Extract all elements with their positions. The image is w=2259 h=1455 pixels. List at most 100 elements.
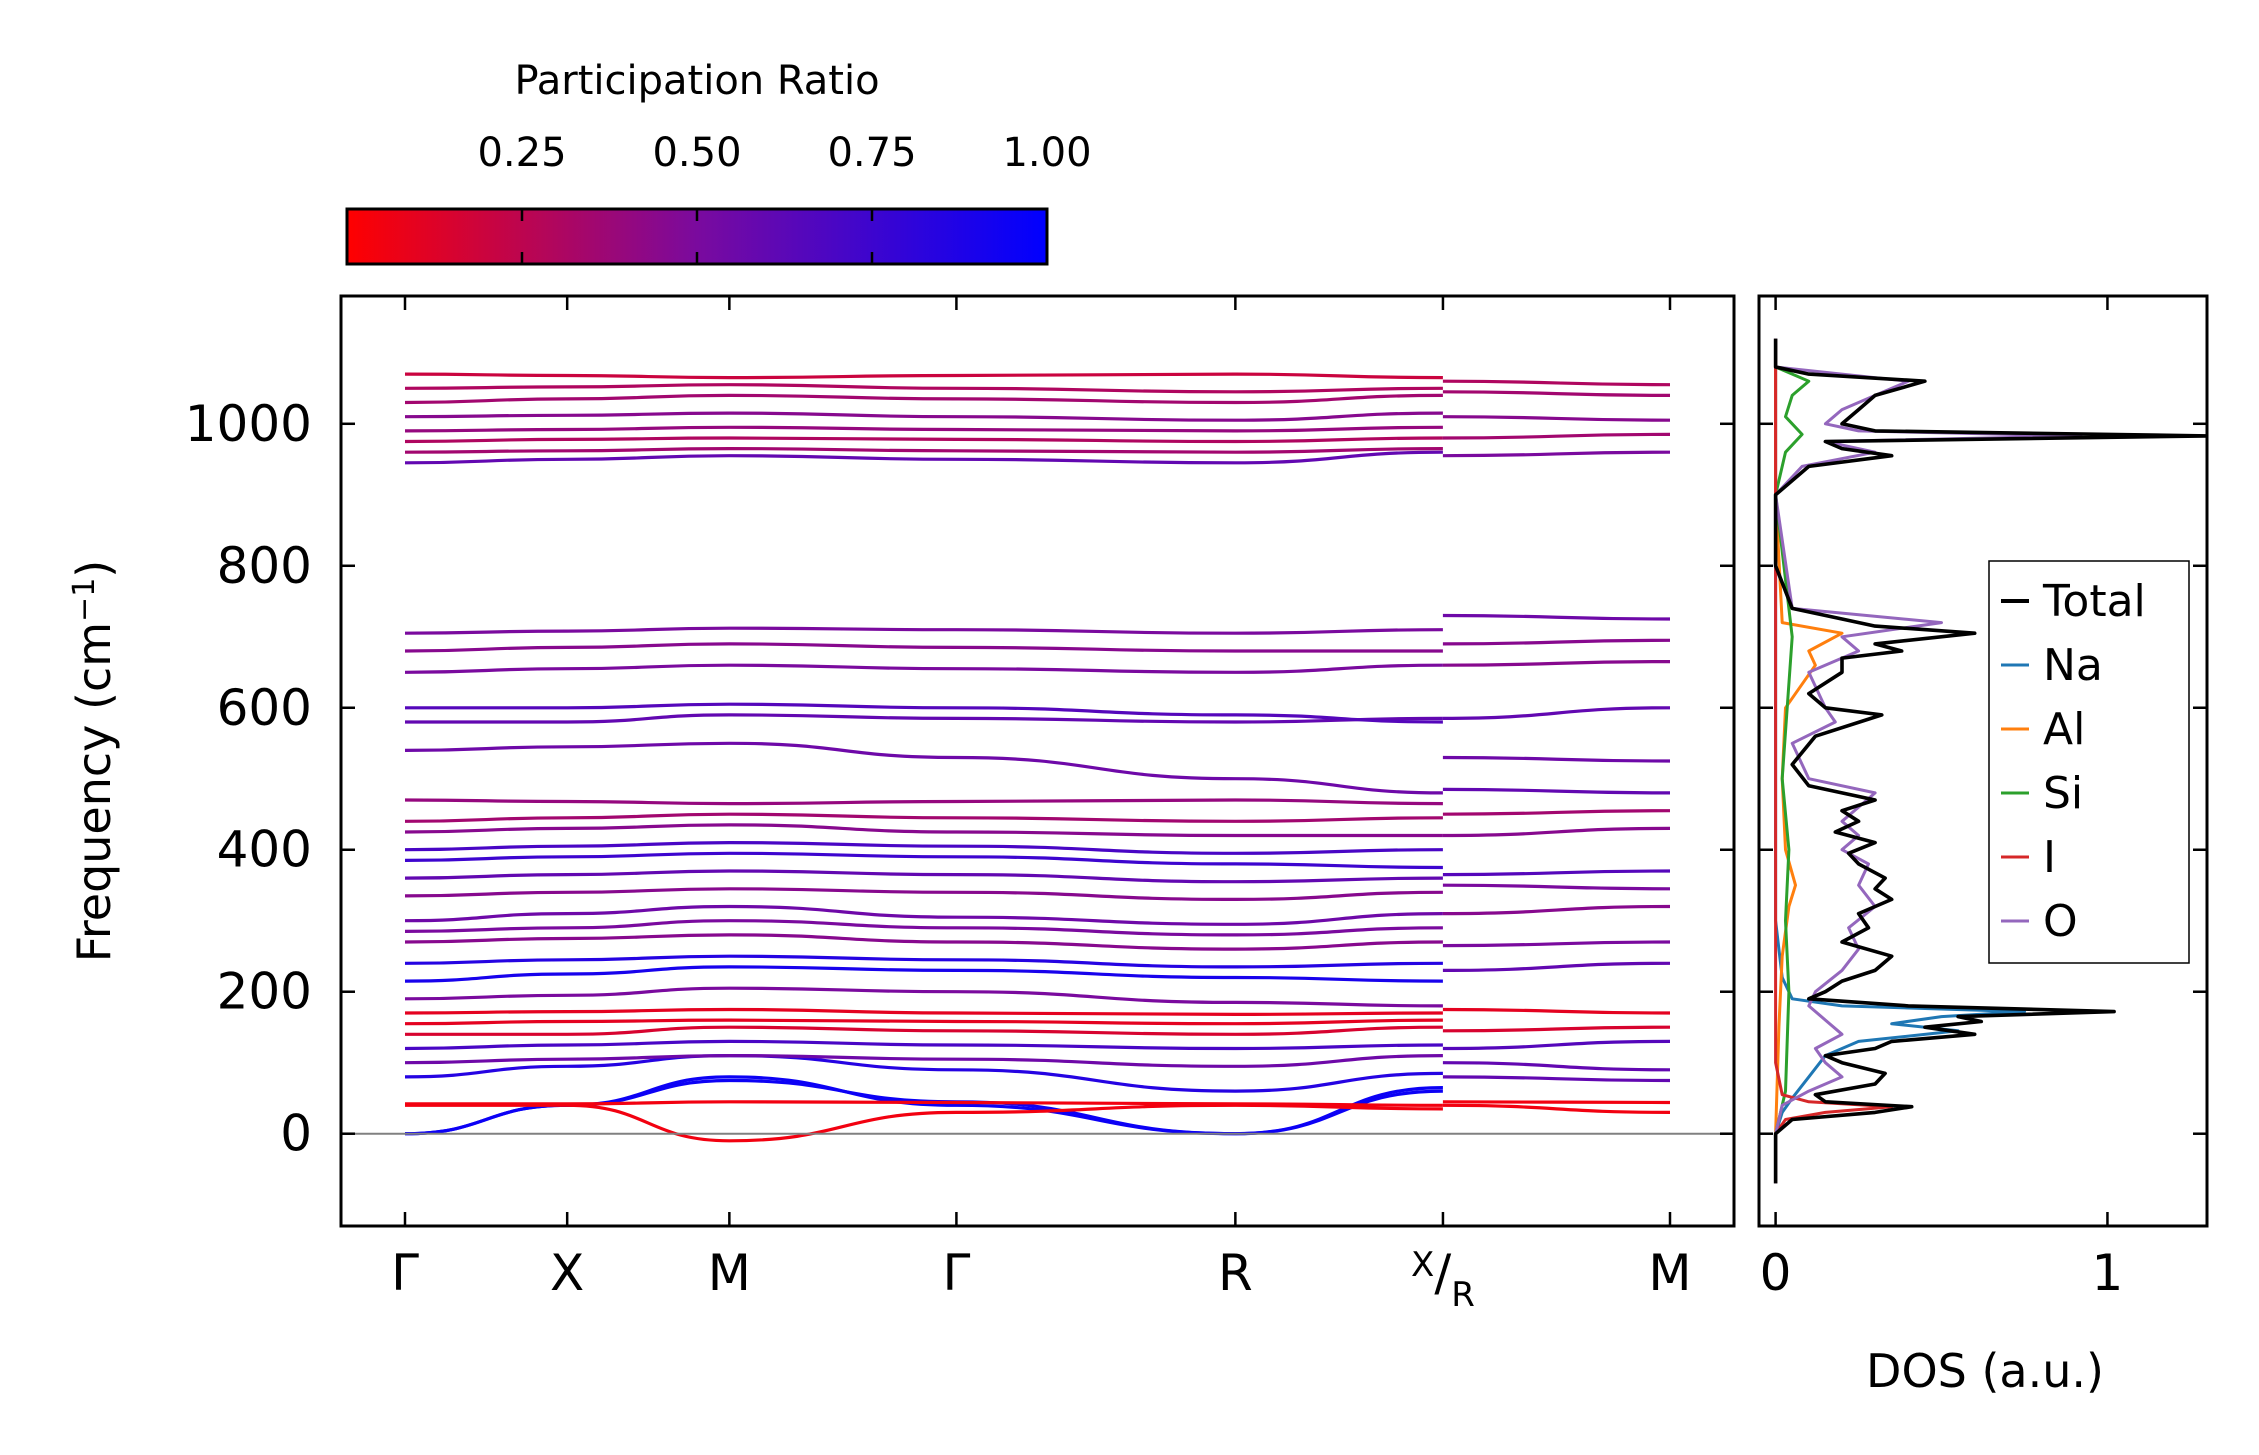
x-tick-label: Γ: [942, 1244, 970, 1302]
y-tick-label: 0: [280, 1105, 312, 1163]
legend-label: O: [2043, 896, 2078, 947]
phonon-band: [1442, 904, 1671, 916]
phonon-band: [1442, 809, 1671, 816]
x-tick-label: Γ: [391, 1244, 419, 1302]
phonon-band: [404, 823, 1443, 838]
phonon-band: [1442, 638, 1671, 646]
dos-series-o: [1774, 338, 2083, 1184]
phonon-band: [1442, 1100, 1671, 1105]
y-tick-label: 200: [217, 963, 312, 1021]
phonon-band: [404, 840, 1443, 855]
band-structure-panel: 0 200 400 600 800 1000 Γ X M Γ R X/R M Frequency (c…: [67, 294, 1736, 1315]
phonon-band: [1442, 379, 1671, 387]
dos-curves: [1773, 338, 2207, 1184]
y-tick-label: 600: [217, 679, 312, 737]
colorbar-title: Participation Ratio: [514, 58, 879, 104]
phonon-band: [1442, 940, 1671, 948]
x-tick-label: X: [550, 1244, 584, 1302]
phonon-band: [404, 904, 1443, 926]
phonon-band: [1442, 432, 1671, 440]
legend-label: Na: [2043, 640, 2103, 691]
x-tick-label: X/R: [1411, 1244, 1475, 1315]
phonon-band: [405, 1100, 1443, 1107]
phonon-band: [404, 372, 1443, 380]
x-tick-label: M: [708, 1244, 751, 1302]
phonon-band: [404, 1025, 1443, 1036]
phonon-band: [405, 713, 1443, 724]
phonon-band: [404, 450, 1443, 465]
band-x-axis: Γ X M Γ R X/R M: [391, 296, 1692, 1315]
phonon-band: [1442, 755, 1671, 763]
phonon-band: [404, 1007, 1443, 1017]
phonon-band: [1442, 450, 1671, 458]
phonon-band: [404, 1018, 1443, 1026]
dos-series-si: [1774, 338, 1811, 1184]
phonon-band: [404, 425, 1443, 433]
phonon-band: [404, 411, 1443, 422]
y-tick-label: 400: [217, 821, 312, 879]
phonon-band: [1442, 706, 1671, 720]
phonon-band: [404, 1103, 1443, 1143]
legend-label: Si: [2043, 768, 2083, 819]
phonon-band: [1442, 1007, 1671, 1015]
phonon-band: [1442, 826, 1671, 838]
phonon-band: [404, 919, 1443, 937]
legend-label: Al: [2043, 704, 2085, 755]
y-axis-label: Frequency (cm−1): [67, 560, 121, 963]
dos-x-tick-label: 1: [2092, 1244, 2124, 1302]
phonon-bands: [404, 372, 1671, 1143]
phonon-band: [404, 436, 1443, 444]
phonon-band: [404, 933, 1443, 951]
colorbar-tick-label: 0.50: [652, 130, 741, 176]
dos-axes-frame: [1757, 294, 2209, 1228]
phonon-band: [1442, 613, 1671, 621]
phonon-band: [404, 1053, 1443, 1068]
phonon-band: [1442, 961, 1671, 972]
y-tick-label: 800: [217, 537, 312, 595]
legend-box: [1988, 560, 2190, 964]
legend-label: Total: [2042, 576, 2146, 627]
phonon-band: [404, 986, 1443, 1008]
phonon-band: [1442, 1075, 1671, 1083]
phonon-band: [1442, 787, 1671, 795]
legend-label: I: [2043, 832, 2056, 883]
colorbar-tick-label: 0.75: [827, 130, 916, 176]
colorbar-tick-label: 0.25: [477, 130, 566, 176]
phonon-band: [404, 851, 1443, 870]
phonon-band: [404, 1039, 1443, 1051]
phonon-band: [404, 869, 1443, 884]
phonon-band: [404, 642, 1443, 653]
y-tick-label: 1000: [185, 395, 312, 453]
phonon-band: [404, 741, 1443, 795]
phonon-band: [404, 393, 1443, 405]
dos-x-tick-label: 0: [1760, 1244, 1792, 1302]
phonon-band: [1442, 660, 1671, 667]
phonon-band: [404, 1053, 1443, 1093]
phonon-band: [1442, 1039, 1671, 1051]
band-axes-frame: [339, 294, 1736, 1228]
phonon-band: [404, 954, 1443, 969]
phonon-band: [404, 798, 1443, 806]
phonon-band: [404, 663, 1443, 674]
dos-legend: Total Na Al Si IO: [1988, 560, 2190, 964]
phonon-band: [1442, 883, 1671, 891]
dos-x-axis-label: DOS (a.u.): [1866, 1344, 2104, 1398]
colorbar: Participation Ratio 0.25 0.50 0.75 1.00: [345, 58, 1092, 266]
dos-series-total: [1773, 338, 2207, 1184]
phonon-band: [404, 965, 1443, 983]
colorbar-tick-label: 1.00: [1002, 130, 1091, 176]
phonon-band: [404, 383, 1443, 394]
phonon-band: [1442, 1103, 1671, 1114]
phonon-band: [1442, 1025, 1671, 1033]
colorbar-ticks: [520, 209, 874, 264]
phonon-band: [1442, 869, 1671, 877]
phonon-band: [405, 702, 1443, 724]
phonon-band: [404, 887, 1443, 902]
x-tick-label: R: [1218, 1244, 1253, 1302]
phonon-band: [404, 446, 1443, 454]
phonon-band: [1442, 1061, 1671, 1072]
phonon-band: [404, 812, 1443, 823]
